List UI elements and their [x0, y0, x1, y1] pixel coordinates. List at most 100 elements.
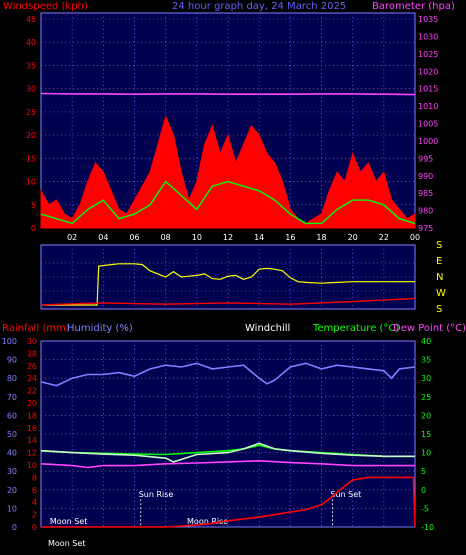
humidity-axis-title: Humidity (%): [67, 323, 133, 334]
barometer-ytick: 975: [418, 224, 433, 233]
windspeed-axis-title: Windspeed (kph): [3, 1, 88, 12]
barometer-ytick: 990: [418, 172, 433, 181]
series-barometer: [40, 92, 416, 96]
temperature-ytick: 35: [421, 356, 431, 365]
windchill-axis-title: Windchill: [245, 323, 290, 334]
temperature-ytick: 20: [421, 411, 431, 420]
rainfall-ytick: 12: [27, 449, 37, 458]
wind-xtick: 12: [223, 233, 233, 242]
wind-xtick: 20: [348, 233, 358, 242]
wind-xtick: 00: [410, 233, 420, 242]
dewpoint-axis-title: Dew Point (°C): [393, 323, 466, 334]
humidity-ytick: 40: [7, 449, 17, 458]
humidity-ytick: 90: [7, 356, 17, 365]
wind-xtick: 18: [316, 233, 326, 242]
rainfall-ytick: 18: [27, 411, 37, 420]
wind-ytick-left: 45: [26, 15, 36, 24]
humidity-ytick: 80: [7, 374, 17, 383]
rainfall-ytick: 28: [27, 349, 37, 358]
wind-xtick: 10: [192, 233, 202, 242]
compass-label: S: [436, 240, 442, 251]
wind-xtick: 16: [285, 233, 295, 242]
temperature-ytick: 40: [421, 337, 431, 346]
barometer-ytick: 1020: [418, 67, 438, 76]
wind-xtick: 02: [67, 233, 77, 242]
temperature-ytick: -5: [421, 504, 429, 513]
humidity-ytick: 100: [2, 337, 17, 346]
wind-ytick-left: 20: [26, 131, 36, 140]
compass-label: W: [436, 288, 446, 299]
rainfall-ytick: 0: [32, 523, 37, 532]
chart-title: 24 hour graph day, 24 March 2025: [172, 1, 346, 12]
barometer-ytick: 1025: [418, 50, 438, 59]
wind-ytick-left: 35: [26, 61, 36, 70]
series-wind-direction: [41, 263, 415, 306]
humidity-ytick: 20: [7, 486, 17, 495]
rainfall-ytick: 6: [32, 486, 37, 495]
series-direction-speed: [40, 297, 416, 306]
wind-ytick-left: 0: [31, 224, 36, 233]
rainfall-ytick: 26: [27, 362, 37, 371]
temperature-ytick: 5: [421, 467, 426, 476]
series-windchill: [40, 442, 415, 463]
series-rainfall: [41, 476, 416, 528]
wind-ytick-left: 10: [26, 178, 36, 187]
humidity-ytick: 30: [7, 467, 17, 476]
humidity-ytick: 0: [12, 523, 17, 532]
rainfall-ytick: 14: [27, 436, 37, 445]
barometer-ytick: 1015: [418, 85, 438, 94]
barometer-ytick: 995: [418, 154, 433, 163]
series-average: [40, 180, 416, 225]
annotation-label: Sun Set: [330, 490, 361, 499]
wind-ytick-left: 15: [26, 154, 36, 163]
rainfall-ytick: 24: [27, 374, 37, 383]
barometer-ytick: 1000: [418, 137, 438, 146]
wind-xtick: 14: [254, 233, 264, 242]
wind-xtick: 08: [161, 233, 171, 242]
humidity-ytick: 50: [7, 430, 17, 439]
barometer-ytick: 1035: [418, 15, 438, 24]
rainfall-ytick: 10: [27, 461, 37, 470]
compass-label: S: [436, 304, 442, 315]
temperature-ytick: 10: [421, 449, 431, 458]
humidity-ytick: 60: [7, 411, 17, 420]
rainfall-ytick: 22: [27, 387, 37, 396]
wind-gust-area: [40, 114, 416, 229]
rainfall-ytick: 16: [27, 424, 37, 433]
compass-label: E: [436, 256, 442, 267]
rainfall-ytick: 20: [27, 399, 37, 408]
wind-xtick: 04: [98, 233, 108, 242]
annotation-label: Moon Rise: [187, 517, 228, 526]
temperature-axis-title: Temperature (°C): [312, 323, 399, 334]
wind-ytick-left: 5: [31, 201, 36, 210]
rainfall-ytick: 2: [32, 511, 37, 520]
temperature-ytick: -10: [421, 523, 434, 532]
wind-ytick-left: 25: [26, 108, 36, 117]
wind-ytick-left: 30: [26, 85, 36, 94]
wind-xtick: 06: [129, 233, 139, 242]
barometer-ytick: 985: [418, 189, 433, 198]
temperature-ytick: 0: [421, 486, 426, 495]
barometer-ytick: 1030: [418, 32, 438, 41]
wind-ytick-left: 40: [26, 38, 36, 47]
rainfall-axis-title: Rainfall (mm): [2, 323, 70, 334]
barometer-ytick: 1010: [418, 102, 438, 111]
annotation-label: Moon Set: [50, 517, 87, 526]
annotation-label: Sun Rise: [139, 490, 174, 499]
compass-label: N: [436, 272, 443, 283]
rainfall-ytick: 8: [32, 473, 37, 482]
temperature-ytick: 25: [421, 393, 431, 402]
barometer-ytick: 980: [418, 207, 433, 216]
humidity-ytick: 10: [7, 504, 17, 513]
rainfall-ytick: 4: [32, 498, 37, 507]
rainfall-ytick: 30: [27, 337, 37, 346]
temperature-ytick: 15: [421, 430, 431, 439]
barometer-ytick: 1005: [418, 120, 438, 129]
temperature-ytick: 30: [421, 374, 431, 383]
humidity-ytick: 70: [7, 393, 17, 402]
wind-xtick: 22: [379, 233, 389, 242]
series-humidity: [40, 362, 416, 387]
barometer-axis-title: Barometer (hpa): [372, 1, 455, 12]
series-dewpoint: [40, 459, 415, 469]
